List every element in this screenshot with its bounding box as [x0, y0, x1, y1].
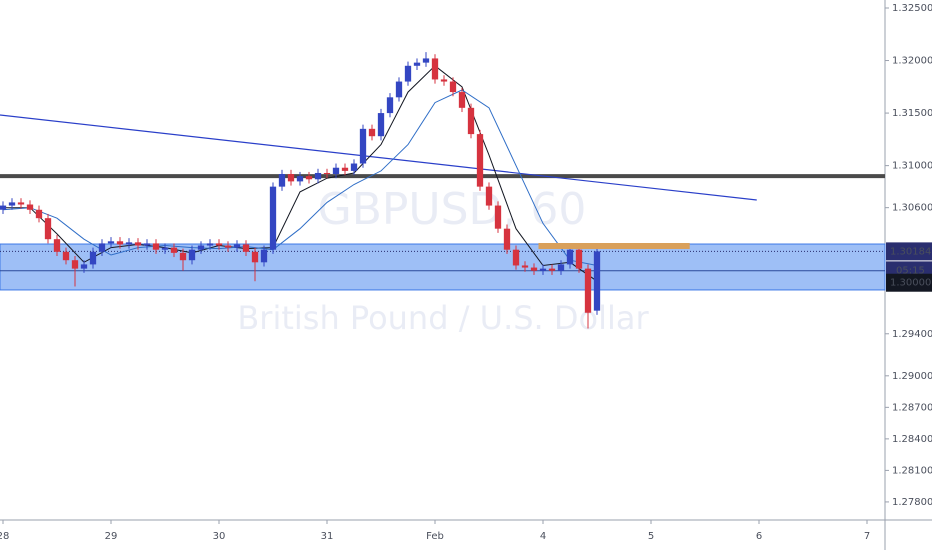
- candle-body: [233, 244, 241, 248]
- x-tick-label: 29: [105, 531, 118, 542]
- candle-body: [503, 228, 511, 250]
- countdown-label: 05:15: [896, 265, 925, 276]
- candle-body: [494, 205, 502, 229]
- candle-body: [152, 243, 160, 250]
- candle-body: [386, 97, 394, 114]
- candle-body: [134, 242, 142, 246]
- x-tick-label: 28: [0, 531, 9, 542]
- candle-body: [413, 62, 421, 66]
- description-watermark: British Pound / U.S. Dollar: [237, 299, 649, 337]
- candle-body: [44, 218, 52, 240]
- candle-body: [53, 239, 61, 252]
- level-price-tag: [886, 273, 932, 292]
- y-tick-label: 1.29400: [892, 329, 932, 340]
- candle-body: [305, 176, 313, 180]
- candle-body: [332, 167, 340, 175]
- candle-body: [521, 265, 529, 268]
- x-tick-label: 30: [213, 531, 226, 542]
- y-tick-label: 1.30600: [892, 203, 932, 214]
- candle-body: [71, 260, 79, 269]
- candle-body: [449, 81, 457, 93]
- candle-body: [584, 268, 592, 313]
- candle-body: [260, 249, 268, 263]
- candle-body: [377, 113, 385, 137]
- candle-body: [62, 251, 70, 261]
- candle-body: [395, 81, 403, 98]
- candle-body: [341, 167, 349, 171]
- candle-body: [557, 264, 565, 271]
- x-tick-label: 7: [864, 531, 870, 542]
- candle-body: [188, 249, 196, 261]
- candle-body: [0, 205, 7, 210]
- y-tick-label: 1.28700: [892, 402, 932, 413]
- candle-body: [35, 209, 43, 219]
- x-tick-label: 4: [540, 531, 546, 542]
- candle-body: [485, 186, 493, 206]
- candle-body: [404, 65, 412, 82]
- candle-body: [197, 245, 205, 250]
- candle-body: [548, 268, 556, 271]
- candle-body: [467, 107, 475, 135]
- candle-body: [359, 128, 367, 164]
- x-tick-label: Feb: [426, 531, 444, 542]
- y-tick-label: 1.31000: [892, 161, 932, 172]
- y-tick-label: 1.28400: [892, 434, 932, 445]
- candle-body: [89, 251, 97, 265]
- y-tick-label: 1.28100: [892, 465, 932, 476]
- candle-body: [125, 242, 133, 245]
- candle-body: [422, 58, 430, 63]
- y-tick-label: 1.31500: [892, 108, 932, 119]
- candle-body: [251, 251, 259, 263]
- candle-body: [107, 241, 115, 244]
- candle-body: [314, 172, 322, 180]
- candle-body: [575, 249, 583, 269]
- candle-body: [458, 92, 466, 108]
- level-price-label: 1.30000: [890, 278, 931, 289]
- candle-body: [296, 176, 304, 182]
- candle-body: [242, 244, 250, 252]
- y-tick-label: 1.27800: [892, 497, 932, 508]
- current-price-label: 1.30184: [890, 246, 931, 257]
- x-tick-label: 31: [321, 531, 334, 542]
- candle-body: [368, 128, 376, 137]
- candle-body: [287, 174, 295, 182]
- trendline: [0, 114, 757, 201]
- candle-body: [215, 243, 223, 246]
- candle-body: [206, 243, 214, 246]
- y-tick-label: 1.29000: [892, 371, 932, 382]
- candle-body: [269, 186, 277, 250]
- y-tick-label: 1.32500: [892, 3, 932, 14]
- candle-body: [440, 79, 448, 82]
- candle-body: [512, 249, 520, 266]
- candle-body: [143, 243, 151, 246]
- candle-body: [98, 243, 106, 252]
- candle-body: [224, 245, 232, 248]
- candle-body: [278, 174, 286, 187]
- y-tick-label: 1.32000: [892, 56, 932, 67]
- candle-body: [170, 247, 178, 253]
- candle-body: [431, 58, 439, 80]
- x-tick-label: 5: [648, 531, 654, 542]
- candle-body: [593, 251, 601, 311]
- candle-body: [350, 163, 358, 171]
- candle-body: [116, 241, 124, 245]
- candle-body: [566, 249, 574, 265]
- current-price-tag: [886, 242, 932, 261]
- candle-body: [179, 252, 187, 261]
- candle-body: [17, 202, 25, 205]
- symbol-watermark: GBPUSD, 60: [318, 184, 587, 235]
- candle-body: [80, 264, 88, 269]
- candle-body: [161, 247, 169, 250]
- candle-body: [8, 202, 16, 206]
- candle-body: [476, 134, 484, 187]
- candle-body: [539, 268, 547, 271]
- candle-body: [530, 267, 538, 271]
- candle-body: [323, 172, 331, 175]
- candle-body: [26, 204, 34, 210]
- x-tick-label: 6: [756, 531, 762, 542]
